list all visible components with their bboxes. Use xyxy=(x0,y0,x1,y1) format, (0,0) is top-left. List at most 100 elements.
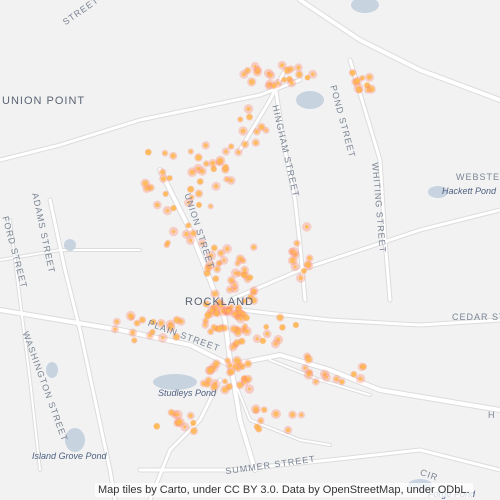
density-point xyxy=(247,275,253,280)
density-point xyxy=(304,225,309,229)
density-point xyxy=(284,67,291,74)
density-point xyxy=(296,65,301,70)
density-point xyxy=(217,326,223,332)
water-label-island-grove-pond: Island Grove Pond xyxy=(32,451,107,461)
density-point xyxy=(211,245,217,251)
density-point xyxy=(276,337,281,342)
density-point xyxy=(163,191,169,197)
density-point xyxy=(196,202,202,208)
density-point xyxy=(196,166,201,171)
place-label-union-point: UNION POINT xyxy=(2,95,86,107)
density-point xyxy=(339,379,345,385)
density-point xyxy=(237,272,241,276)
density-point xyxy=(237,256,243,262)
density-point xyxy=(224,149,228,154)
density-point xyxy=(231,326,237,332)
density-point xyxy=(161,176,167,182)
density-point xyxy=(255,426,262,432)
density-point xyxy=(201,381,206,386)
density-point xyxy=(296,71,303,78)
density-point xyxy=(208,263,212,267)
density-point xyxy=(251,245,256,250)
density-point xyxy=(204,381,210,387)
density-point xyxy=(314,380,318,384)
density-point xyxy=(222,387,228,393)
density-point xyxy=(307,256,312,261)
density-point xyxy=(311,72,315,76)
density-point xyxy=(366,88,370,92)
density-point xyxy=(246,114,253,120)
density-point xyxy=(243,299,247,303)
density-point xyxy=(165,208,170,213)
density-point xyxy=(228,287,232,292)
density-point xyxy=(273,411,279,417)
density-point xyxy=(234,340,240,346)
density-point xyxy=(273,342,278,346)
density-point xyxy=(298,275,303,281)
density-point xyxy=(243,324,247,328)
density-point xyxy=(208,253,214,258)
density-point xyxy=(218,250,224,256)
street-label-webster: WEBSTER STREET xyxy=(456,172,500,182)
street-label-cedar: CEDAR STREET xyxy=(452,312,500,322)
density-point xyxy=(203,323,207,327)
density-point xyxy=(260,338,266,344)
density-point xyxy=(349,70,356,76)
density-point xyxy=(254,129,259,134)
density-point xyxy=(178,319,184,324)
density-point xyxy=(208,329,213,334)
density-point xyxy=(212,291,218,297)
road xyxy=(238,68,287,152)
density-point xyxy=(174,317,180,323)
density-point xyxy=(247,387,251,391)
density-point xyxy=(145,149,152,156)
density-point xyxy=(263,324,269,330)
density-point xyxy=(209,204,213,208)
density-point xyxy=(162,151,168,156)
road-casing xyxy=(227,207,500,303)
density-point xyxy=(210,160,216,166)
density-point xyxy=(205,264,212,271)
map-attribution: Map tiles by Carto, under CC BY 3.0. Dat… xyxy=(95,483,473,497)
density-point xyxy=(246,106,251,111)
density-point xyxy=(269,73,273,78)
density-point xyxy=(229,178,234,183)
density-point xyxy=(289,257,296,264)
density-point xyxy=(235,315,239,320)
density-point xyxy=(358,376,363,381)
density-point xyxy=(301,268,307,274)
density-point xyxy=(210,166,217,172)
density-point xyxy=(150,319,156,325)
density-point xyxy=(241,259,245,263)
density-point xyxy=(256,67,260,72)
road xyxy=(158,168,257,472)
density-point xyxy=(248,79,255,85)
density-point xyxy=(245,68,250,73)
density-point xyxy=(251,297,257,304)
density-point xyxy=(355,78,361,84)
density-point xyxy=(223,379,227,384)
density-point xyxy=(236,150,241,155)
density-point xyxy=(226,309,231,313)
density-point xyxy=(303,366,307,370)
pond xyxy=(351,0,379,13)
density-point xyxy=(305,75,310,81)
road xyxy=(238,308,500,327)
pond xyxy=(153,374,197,390)
density-point xyxy=(132,338,137,343)
road xyxy=(228,208,500,302)
density-point xyxy=(217,261,221,266)
density-point xyxy=(225,177,229,181)
density-point xyxy=(223,164,229,170)
density-point xyxy=(213,310,219,316)
density-point xyxy=(217,157,224,164)
road xyxy=(348,58,392,302)
water-label-hackett-pond: Hackett Pond xyxy=(442,186,497,196)
pond xyxy=(428,186,448,198)
density-point xyxy=(265,332,270,336)
density-point xyxy=(232,283,237,287)
density-point xyxy=(209,308,214,313)
density-point xyxy=(253,64,257,68)
